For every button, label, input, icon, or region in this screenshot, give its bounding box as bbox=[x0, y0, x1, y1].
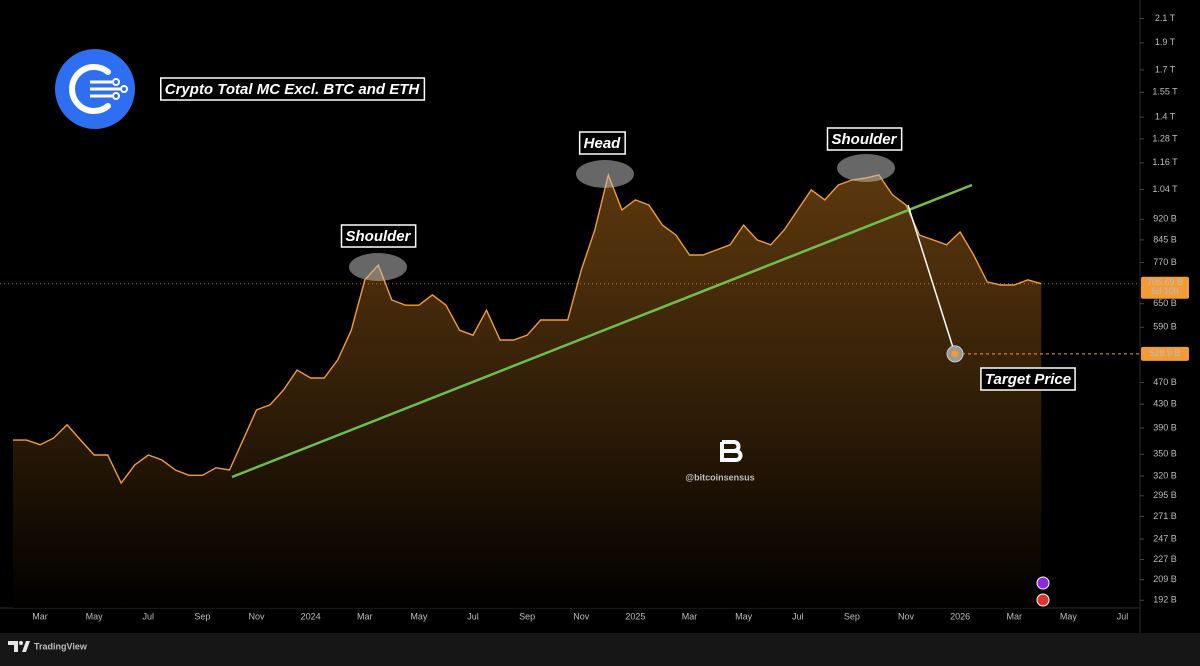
y-tick-label: 1.7 T bbox=[1155, 64, 1176, 74]
x-tick-label: Jul bbox=[1117, 611, 1129, 621]
y-tick-label: 320 B bbox=[1153, 470, 1177, 480]
annotation-box bbox=[340, 224, 417, 248]
watermark-logo bbox=[720, 440, 743, 462]
x-tick-label: Jul bbox=[143, 611, 155, 621]
y-tick-label: 1.55 T bbox=[1152, 87, 1178, 97]
x-tick-label: 2024 bbox=[301, 611, 321, 621]
x-tick-label: Jul bbox=[792, 611, 804, 621]
y-tick-label: 227 B bbox=[1153, 554, 1177, 564]
x-tick-label: May bbox=[1060, 611, 1078, 621]
x-tick-label: Nov bbox=[249, 611, 266, 621]
plot-area bbox=[13, 154, 1042, 608]
target-label: Target Price bbox=[985, 371, 1071, 388]
y-tick-label: 390 B bbox=[1153, 422, 1177, 432]
x-tick-label: 2025 bbox=[625, 611, 645, 621]
watermark: @bitcoinsensus bbox=[685, 472, 754, 482]
x-tick-label: Sep bbox=[194, 611, 210, 621]
trendline bbox=[231, 183, 973, 479]
y-tick-label: 590 B bbox=[1153, 322, 1177, 332]
y-tick-label: 1.04 T bbox=[1152, 184, 1178, 194]
highlight bbox=[349, 253, 407, 281]
y-tick-label: 1.16 T bbox=[1152, 157, 1178, 167]
annotation: Head bbox=[584, 135, 622, 152]
x-tick-label: Jul bbox=[467, 611, 479, 621]
x-tick-label: Sep bbox=[519, 611, 535, 621]
chart-title-box bbox=[160, 77, 426, 101]
y-tick-label: 271 B bbox=[1153, 511, 1177, 521]
x-tick-label: May bbox=[735, 611, 753, 621]
y-tick-label: 192 B bbox=[1153, 595, 1177, 605]
x-tick-label: Mar bbox=[357, 611, 373, 621]
target-tag-label: 528.9 B bbox=[1149, 348, 1180, 358]
highlight bbox=[576, 160, 634, 188]
highlight bbox=[837, 154, 895, 182]
price-tag bbox=[1141, 276, 1189, 299]
x-tick-label: Sep bbox=[844, 611, 860, 621]
x-tick-label: Mar bbox=[682, 611, 698, 621]
annotation: Shoulder bbox=[345, 228, 411, 245]
y-tick-label: 770 B bbox=[1153, 257, 1177, 267]
annotation-box bbox=[578, 131, 626, 155]
annotation-box bbox=[826, 127, 903, 151]
footer-bar bbox=[0, 633, 1200, 666]
y-tick-label: 650 B bbox=[1153, 298, 1177, 308]
y-tick-label: 209 B bbox=[1153, 574, 1177, 584]
logo bbox=[55, 49, 135, 129]
x-tick-label: Mar bbox=[32, 611, 48, 621]
price-tag-label: 705.69 B bbox=[1147, 277, 1183, 287]
y-tick-label: 1.4 T bbox=[1155, 111, 1176, 121]
y-tick-label: 350 B bbox=[1153, 449, 1177, 459]
target-tag bbox=[1141, 346, 1189, 361]
brand-logo bbox=[8, 641, 30, 652]
y-tick-label: 295 B bbox=[1153, 490, 1177, 500]
y-tick-label: 1.28 T bbox=[1152, 133, 1178, 143]
target-path bbox=[907, 204, 956, 355]
x-tick-label: May bbox=[86, 611, 104, 621]
x-tick-label: Nov bbox=[898, 611, 915, 621]
countdown-label: 6d 10h bbox=[1151, 286, 1179, 296]
annotation: Shoulder bbox=[831, 131, 897, 148]
y-tick-label: 2.1 T bbox=[1155, 13, 1176, 23]
target-label-box bbox=[980, 367, 1076, 391]
x-tick-label: Nov bbox=[573, 611, 590, 621]
target-dot bbox=[951, 350, 959, 358]
y-tick-label: 247 B bbox=[1153, 533, 1177, 543]
x-tick-label: May bbox=[410, 611, 428, 621]
chart-title: Crypto Total MC Excl. BTC and ETH bbox=[165, 81, 421, 98]
y-tick-label: 845 B bbox=[1153, 234, 1177, 244]
brand: TradingView bbox=[34, 641, 88, 651]
y-tick-label: 430 B bbox=[1153, 399, 1177, 409]
y-tick-label: 1.9 T bbox=[1155, 37, 1176, 47]
y-tick-label: 470 B bbox=[1153, 377, 1177, 387]
x-tick-label: Mar bbox=[1006, 611, 1022, 621]
x-tick-label: 2026 bbox=[950, 611, 970, 621]
y-tick-label: 920 B bbox=[1153, 214, 1177, 224]
indicator-icons bbox=[1036, 576, 1050, 607]
area-fill bbox=[13, 174, 1042, 608]
